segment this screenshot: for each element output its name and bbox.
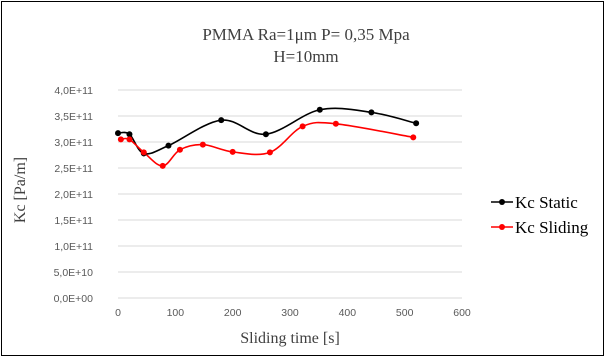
y-tick-label: 0,0E+00 <box>54 293 94 305</box>
x-tick-label: 500 <box>396 307 414 319</box>
data-point <box>126 136 133 143</box>
x-axis-label: Sliding time [s] <box>240 330 340 347</box>
y-tick-label: 2,0E+11 <box>54 189 93 201</box>
data-point <box>410 134 417 141</box>
x-tick-label: 600 <box>453 307 471 319</box>
data-point <box>176 146 183 153</box>
series-lines <box>117 107 417 167</box>
data-point <box>115 130 121 137</box>
data-point <box>332 120 339 127</box>
data-point <box>218 117 225 124</box>
y-tick-label: 3,5E+11 <box>54 111 93 123</box>
x-tick-label: 300 <box>281 307 299 319</box>
data-point <box>140 149 147 156</box>
x-tick-label: 200 <box>224 307 242 319</box>
data-point <box>229 148 236 155</box>
data-point <box>262 131 269 138</box>
legend-label: Kc Sliding <box>515 218 589 237</box>
data-point <box>368 109 375 116</box>
y-tick-label: 3,0E+11 <box>54 137 93 149</box>
y-axis-ticks: 0,0E+00 5,0E+10 1,0E+11 1,5E+11 2,0E+11 2,5E+… <box>54 85 94 305</box>
legend-marker <box>499 224 505 230</box>
y-tick-label: 2,5E+11 <box>54 163 93 175</box>
data-point <box>126 131 133 138</box>
data-point <box>199 141 206 148</box>
y-tick-label: 5,0E+10 <box>54 267 94 279</box>
legend-label: Kc Static <box>515 193 578 212</box>
y-tick-label: 1,0E+11 <box>54 241 93 253</box>
chart-title-line-2: H=10mm <box>273 47 338 66</box>
series-line-1 <box>120 121 414 167</box>
gridlines <box>118 89 462 299</box>
data-point <box>299 123 306 130</box>
series-points <box>115 106 420 169</box>
data-point <box>159 162 166 169</box>
x-tick-label: 100 <box>167 307 185 319</box>
x-axis-ticks: 0 100 200 300 400 500 600 <box>115 307 471 319</box>
data-point <box>165 142 172 149</box>
data-point <box>413 120 420 127</box>
y-axis-label: Kc [Pa/m] <box>12 157 29 223</box>
y-tick-label: 4,0E+11 <box>54 85 93 97</box>
data-point <box>117 136 124 143</box>
legend: Kc Static Kc Sliding <box>491 193 589 237</box>
x-tick-label: 0 <box>115 307 121 319</box>
legend-marker <box>499 199 505 205</box>
x-tick-label: 400 <box>339 307 357 319</box>
data-point <box>316 106 323 113</box>
chart-title-line-1: PMMA Ra=1μm P= 0,35 Mpa <box>202 25 410 44</box>
data-point <box>266 149 273 156</box>
y-tick-label: 1,5E+11 <box>54 215 93 227</box>
